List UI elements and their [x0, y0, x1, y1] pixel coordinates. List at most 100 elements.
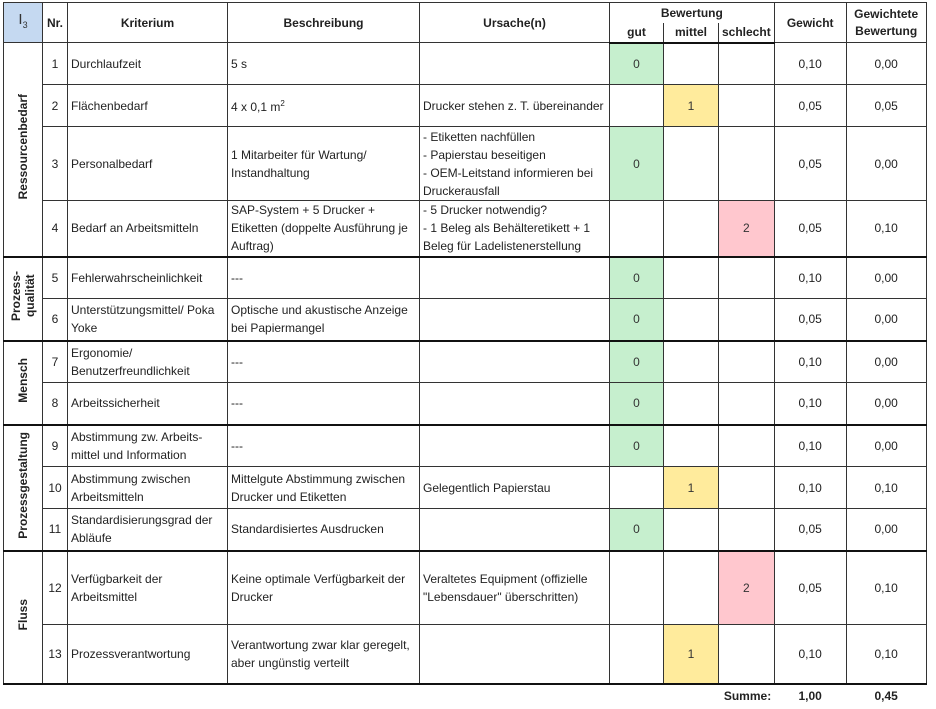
header-gut: gut [609, 22, 664, 44]
score-schlecht-empty [718, 298, 775, 342]
row-ursache [419, 256, 610, 299]
row-ursache [419, 42, 610, 85]
score-mittel: 1 [663, 624, 719, 685]
row-gewicht: 0,05 [773, 550, 847, 625]
table-id-tag: I3 [3, 2, 43, 43]
row-beschreibung: --- [227, 256, 420, 299]
header-ursache: Ursache(n) [419, 2, 610, 43]
row-nr: 8 [42, 382, 68, 426]
row-nr: 11 [42, 508, 68, 552]
table-row: Prozessgestaltung 9 Abstimmung zw. Arbeits… [3, 424, 927, 552]
table-row: 3 Personalbedarf 1 Mitarbeiter für Wartung… [4, 126, 927, 201]
row-gewichtete: 0,10 [845, 550, 927, 625]
header-schlecht: schlecht [718, 22, 775, 44]
summary-gewicht: 1,00 [798, 688, 822, 703]
row-gewichtete: 0,00 [845, 42, 927, 85]
row-gewicht: 0,10 [773, 382, 847, 426]
row-gewicht: 0,10 [773, 42, 847, 85]
row-kriterium: Abstimmung zw. Arbeits-mittel und Inform… [67, 424, 228, 467]
score-mittel-empty [663, 42, 719, 85]
row-beschreibung: --- [227, 340, 420, 383]
row-ursache [419, 298, 610, 342]
score-mittel-empty [663, 298, 719, 342]
score-gut: 0 [609, 382, 664, 426]
score-gut: 0 [609, 298, 664, 342]
row-gewichtete: 0,10 [845, 200, 927, 258]
row-beschreibung: SAP-System + 5 Drucker + Etiketten (dopp… [227, 200, 420, 258]
row-kriterium: Verfügbarkeit der Arbeitsmittel [67, 550, 228, 625]
score-schlecht-empty [718, 624, 775, 685]
score-schlecht-empty [718, 508, 775, 552]
row-kriterium: Unterstützungsmittel/ Poka Yoke [67, 298, 228, 342]
row-gewicht: 0,05 [773, 84, 847, 127]
row-nr: 9 [42, 424, 68, 467]
row-nr: 7 [42, 340, 68, 383]
row-kriterium: Prozessverantwortung [67, 624, 228, 685]
score-gut-empty [609, 200, 664, 258]
row-kriterium: Flächenbedarf [67, 84, 228, 127]
row-ursache [419, 382, 610, 426]
summary-gewichtete: 0,45 [874, 688, 898, 703]
score-schlecht-empty [718, 42, 775, 85]
row-gewichtete: 0,00 [845, 256, 927, 299]
table-row: Ressourcenbedarf 1 Durchlaufzeit 5 s 0 0,10 0,… [3, 42, 927, 258]
score-mittel-empty [663, 508, 719, 552]
row-gewicht: 0,05 [773, 126, 847, 201]
header-bewertung: Bewertung [609, 2, 775, 23]
score-schlecht-empty [718, 256, 775, 299]
score-schlecht-empty [718, 466, 775, 509]
row-beschreibung: 1 Mitarbeiter für Wartung/ Instandhaltun… [227, 126, 420, 201]
row-gewichtete: 0,00 [845, 298, 927, 342]
row-kriterium: Bedarf an Arbeitsmitteln [67, 200, 228, 258]
row-beschreibung: 4 x 0,1 m2 [227, 84, 420, 127]
score-schlecht: 2 [718, 200, 775, 258]
row-kriterium: Personalbedarf [67, 126, 228, 201]
header-mittel: mittel [663, 22, 719, 44]
row-gewicht: 0,10 [773, 256, 847, 299]
row-kriterium: Arbeitssicherheit [67, 382, 228, 426]
row-gewicht: 0,10 [773, 624, 847, 685]
table-row: Fluss 12 Verfügbarkeit der Arbeitsmittel Ke… [3, 550, 927, 685]
row-gewichtete: 0,05 [845, 84, 927, 127]
table-row: 4 Bedarf an Arbeitsmitteln SAP-System + 5 … [4, 200, 927, 258]
row-gewichtete: 0,00 [845, 382, 927, 426]
row-nr: 1 [42, 42, 68, 85]
row-ursache: Veraltetes Equipment (offizielle "Lebens… [419, 550, 610, 625]
score-mittel-empty [663, 340, 719, 383]
row-kriterium: Durchlaufzeit [67, 42, 228, 85]
row-ursache [419, 424, 610, 467]
score-gut-empty [609, 624, 664, 685]
score-gut: 0 [609, 126, 664, 201]
row-gewichtete: 0,00 [845, 340, 927, 383]
score-gut: 0 [609, 340, 664, 383]
score-mittel: 1 [663, 466, 719, 509]
header-gewicht: Gewicht [773, 2, 847, 43]
group-label-g5: Fluss [3, 550, 43, 685]
table-row: 2 Flächenbedarf 4 x 0,1 m2 Drucker stehen z… [4, 84, 927, 127]
row-nr: 2 [42, 84, 68, 127]
row-beschreibung: --- [227, 424, 420, 467]
row-gewicht: 0,10 [773, 424, 847, 467]
score-gut: 0 [609, 508, 664, 552]
summary-label: Summe: [723, 688, 772, 703]
score-gut: 0 [609, 424, 664, 467]
table-row: 13 Prozessverantwortung Verantwortung zwar… [4, 624, 927, 685]
row-ursache [419, 340, 610, 383]
row-ursache [419, 508, 610, 552]
row-nr: 13 [42, 624, 68, 685]
score-mittel-empty [663, 126, 719, 201]
score-gut: 0 [609, 256, 664, 299]
score-gut: 0 [609, 42, 664, 85]
row-nr: 6 [42, 298, 68, 342]
row-gewicht: 0,05 [773, 298, 847, 342]
row-beschreibung: Verantwortung zwar klar geregelt, aber u… [227, 624, 420, 685]
row-gewicht: 0,10 [773, 340, 847, 383]
row-nr: 5 [42, 256, 68, 299]
score-mittel: 1 [663, 84, 719, 127]
row-gewicht: 0,05 [773, 200, 847, 258]
row-beschreibung: Keine optimale Verfügbarkeit der Drucker [227, 550, 420, 625]
row-kriterium: Standardisierungsgrad der Abläufe [67, 508, 228, 552]
row-ursache: - Etiketten nachfüllen - Papierstau bese… [419, 126, 610, 201]
score-mittel-empty [663, 200, 719, 258]
row-gewichtete: 0,00 [845, 508, 927, 552]
